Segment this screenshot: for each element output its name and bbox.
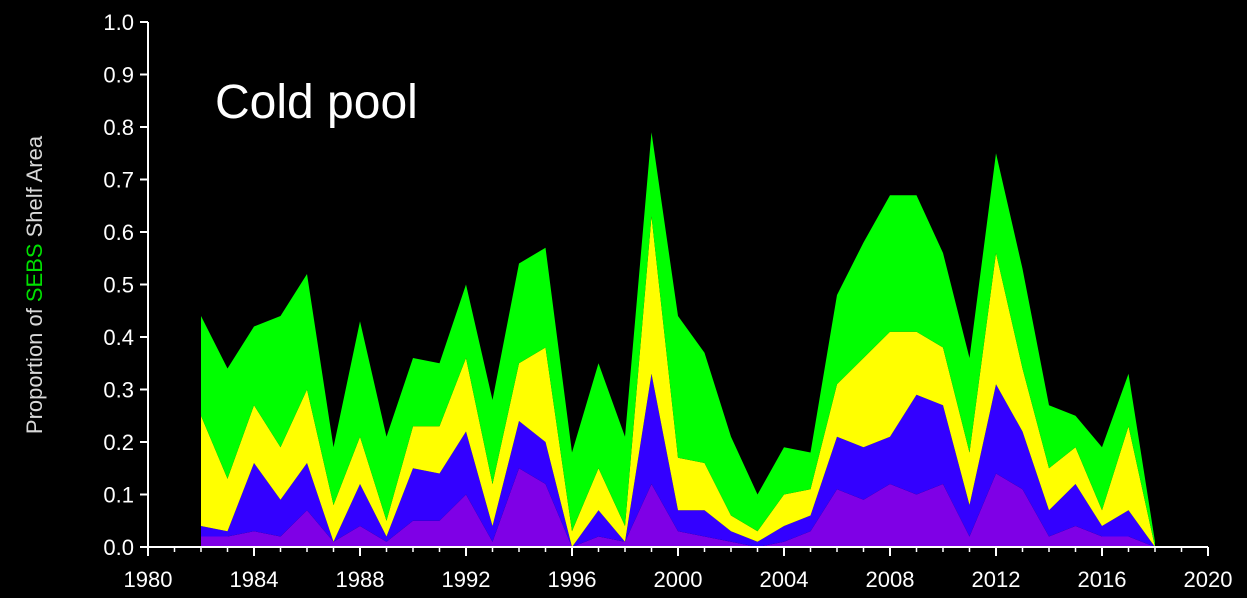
y-tick-label: 0.2	[103, 430, 134, 455]
annotation: Cold pool	[215, 76, 418, 129]
y-tick-label: 0.4	[103, 325, 134, 350]
y-tick-label: 0.6	[103, 220, 134, 245]
y-axis-label: Proportion of SEBS Shelf Area	[22, 135, 47, 434]
y-tick-label: 0.9	[103, 63, 134, 88]
area	[201, 373, 1155, 547]
y-tick-label: 0.5	[103, 273, 134, 298]
x-tick-label: 1992	[442, 567, 491, 592]
area	[201, 216, 1155, 547]
x-tick-label: 2012	[972, 567, 1021, 592]
y-tick-label: 0.1	[103, 483, 134, 508]
area	[201, 132, 1155, 547]
y-tick-label: 0.7	[103, 168, 134, 193]
y-tick-label: 0.8	[103, 115, 134, 140]
x-tick-label: 1980	[124, 567, 173, 592]
x-tick-label: 2020	[1184, 567, 1233, 592]
x-tick-label: 1988	[336, 567, 385, 592]
x-tick-label: 2004	[760, 567, 809, 592]
y-tick-label: 1.0	[103, 10, 134, 35]
x-tick-label: 1984	[230, 567, 279, 592]
x-tick-label: 2016	[1078, 567, 1127, 592]
y-label-highlight: SEBS	[22, 243, 47, 302]
x-tick-label: 2000	[654, 567, 703, 592]
area	[201, 468, 1155, 547]
x-tick-label: 2008	[866, 567, 915, 592]
y-tick-label: 0.0	[103, 535, 134, 560]
y-label-part: Shelf Area	[22, 135, 47, 237]
x-tick-label: 1996	[548, 567, 597, 592]
y-label-part: Proportion of	[22, 307, 47, 434]
y-tick-label: 0.3	[103, 378, 134, 403]
